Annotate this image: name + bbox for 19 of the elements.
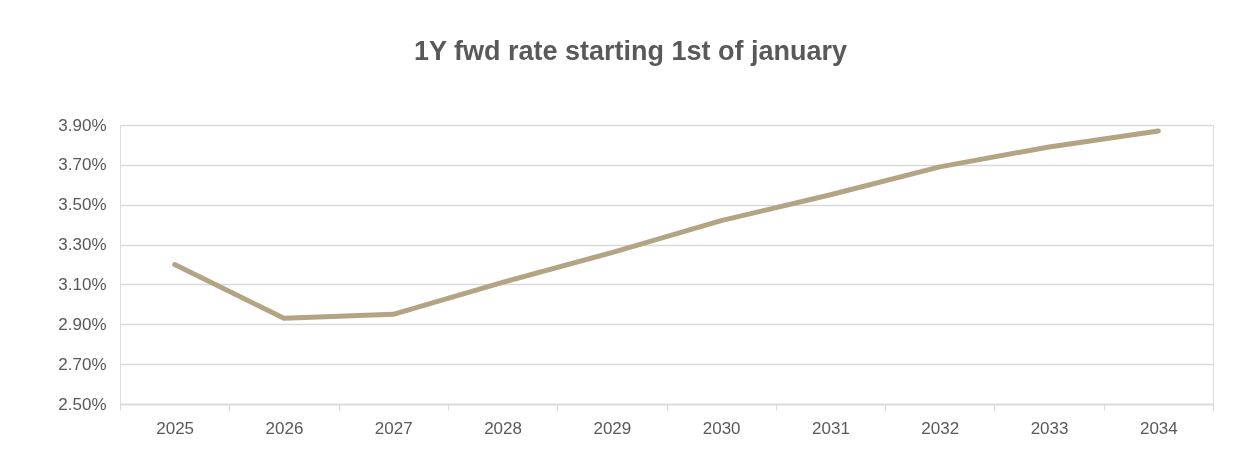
x-tick-label: 2029 [593,418,632,438]
y-tick-label: 3.50% [58,195,107,215]
y-tick-label: 3.70% [58,155,107,175]
x-tick-label: 2027 [374,418,413,438]
x-tick-label: 2031 [812,418,850,438]
y-tick-label: 2.70% [58,354,107,374]
y-tick-label: 3.10% [58,274,107,294]
x-tick-label: 2026 [265,418,304,438]
x-tick-label: 2032 [921,418,960,438]
x-tick-label: 2025 [156,418,195,438]
x-tick-label: 2030 [702,418,741,438]
x-tick-label: 2028 [484,418,522,438]
y-tick-label: 2.90% [58,314,107,334]
y-tick-label: 3.90% [58,115,107,135]
x-tick-label: 2033 [1030,418,1069,438]
y-tick-label: 3.30% [58,235,107,255]
y-tick-label: 2.50% [58,394,107,414]
x-tick-label: 2034 [1139,418,1178,438]
chart-title: 1Y fwd rate starting 1st of january [413,36,848,66]
